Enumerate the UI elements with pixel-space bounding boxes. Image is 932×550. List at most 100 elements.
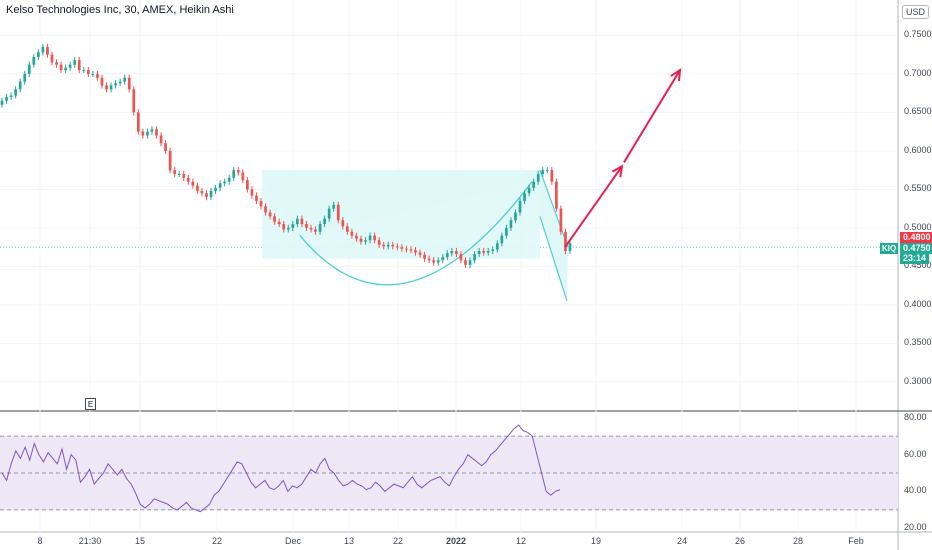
- time-tick-label: 26: [734, 536, 746, 546]
- candle-body: [473, 254, 476, 261]
- candle-body: [105, 85, 108, 90]
- candle-body: [73, 60, 77, 65]
- handle-region: [540, 170, 568, 302]
- candle-body: [277, 221, 281, 225]
- candle-body: [109, 85, 113, 90]
- currency-badge[interactable]: USD: [902, 5, 930, 19]
- candle-body: [46, 46, 49, 55]
- candle-body: [364, 240, 367, 242]
- candle-body: [545, 170, 549, 172]
- candle-body: [450, 251, 454, 254]
- candle-body: [127, 77, 131, 90]
- candle-body: [136, 112, 140, 132]
- time-tick-label: 12: [515, 536, 527, 546]
- time-tick-label: 8: [37, 536, 43, 546]
- candle-body: [336, 204, 340, 221]
- price-tick-label: 0.6000: [904, 144, 932, 155]
- candle-body: [96, 73, 99, 78]
- candle-body: [232, 170, 236, 178]
- candle-body: [341, 220, 345, 227]
- arrow-segment-2: [623, 69, 681, 163]
- candle-body: [241, 172, 245, 181]
- candle-body: [327, 208, 331, 219]
- candle-body: [377, 240, 381, 245]
- time-tick-label: 19: [590, 536, 602, 546]
- candle-body: [464, 260, 467, 265]
- candle-body: [527, 187, 531, 194]
- handle-upper-line: [539, 169, 569, 248]
- arrow-head-2: [670, 68, 682, 82]
- candle-body: [318, 224, 322, 232]
- time-tick-label: 15: [134, 536, 146, 546]
- candle-body: [518, 200, 522, 213]
- rsi-tick-label: 80.00: [904, 411, 927, 422]
- candle-body: [141, 131, 145, 136]
- candle-body: [159, 135, 163, 144]
- candle-body: [550, 170, 554, 182]
- cup-curve: [299, 181, 533, 286]
- chart-title: Kelso Technologies Inc, 30, AMEX, Heikin…: [6, 4, 234, 16]
- candle-body: [27, 64, 31, 74]
- candle-body: [300, 218, 304, 225]
- candle-body: [409, 249, 413, 251]
- price-tick-label: 0.5000: [904, 221, 932, 232]
- candle-body: [345, 226, 349, 232]
- candle-body: [68, 64, 72, 68]
- candle-body: [268, 212, 272, 217]
- candle-body: [50, 54, 54, 63]
- candle-body: [0, 100, 4, 105]
- candle-body: [123, 77, 127, 82]
- candle-body: [18, 81, 22, 90]
- candle-body: [100, 77, 104, 86]
- candle-body: [509, 220, 513, 228]
- candle-body: [559, 208, 563, 232]
- candle-body: [477, 251, 481, 255]
- candle-body: [114, 83, 117, 86]
- price-tick-label: 0.3500: [904, 337, 932, 348]
- earnings-marker[interactable]: E: [85, 398, 96, 410]
- candle-body: [173, 170, 177, 174]
- candle-body: [296, 218, 299, 225]
- candle-body: [541, 170, 545, 174]
- candle-body: [259, 200, 263, 207]
- candle-body: [196, 185, 199, 191]
- cup-region: [262, 170, 540, 259]
- candle-body: [55, 62, 58, 65]
- candle-body: [246, 180, 249, 190]
- candle-body: [132, 89, 136, 113]
- candle-body: [23, 73, 27, 82]
- candle-body: [191, 181, 195, 186]
- candle-body: [432, 260, 436, 263]
- candle-body: [491, 249, 495, 251]
- candle-body: [164, 143, 167, 151]
- candle-body: [486, 251, 490, 253]
- candle-body: [41, 46, 45, 53]
- arrow-segment-1: [564, 165, 623, 248]
- candle-body: [91, 73, 95, 75]
- candle-body: [214, 187, 217, 191]
- candle-body: [427, 258, 431, 261]
- candle-body: [200, 190, 204, 194]
- price-tick-label: 0.7500: [904, 29, 932, 40]
- candle-body: [36, 52, 40, 57]
- candle-body: [182, 174, 186, 178]
- candle-body: [150, 129, 154, 132]
- price-tick-label: 0.7000: [904, 67, 932, 78]
- last-price-tag: 0.4800: [900, 232, 932, 243]
- candle-body: [514, 212, 517, 221]
- candle-body: [305, 224, 308, 228]
- candle-body: [273, 216, 276, 222]
- time-tick-label: 24: [676, 536, 688, 546]
- candle-body: [482, 251, 486, 253]
- candle-body: [350, 231, 354, 236]
- candle-body: [418, 252, 422, 255]
- candle-body: [218, 183, 222, 188]
- candle-body: [250, 189, 254, 196]
- candle-body: [405, 248, 408, 250]
- candle-body: [205, 193, 208, 198]
- candle-body: [32, 56, 36, 65]
- candle-body: [286, 227, 290, 230]
- candle-body: [400, 247, 404, 249]
- candle-body: [236, 170, 240, 173]
